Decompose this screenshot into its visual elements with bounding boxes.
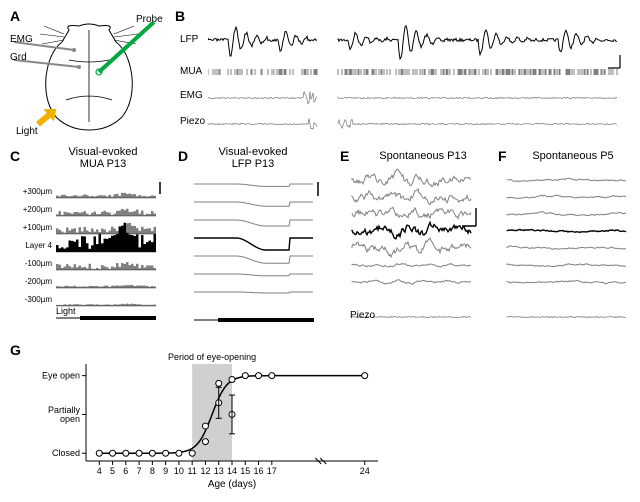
panel-g-svg: Period of eye-openingEye openPartiallyop… (28, 346, 388, 491)
svg-text:Age (days): Age (days) (208, 479, 256, 490)
svg-text:12: 12 (200, 466, 210, 476)
svg-text:+200µm: +200µm (23, 205, 53, 214)
row-lfp: LFP (180, 34, 198, 45)
label-light: Light (16, 126, 38, 137)
svg-text:-300µm: -300µm (25, 295, 53, 304)
label-emg: EMG (10, 34, 33, 45)
svg-text:17: 17 (267, 466, 277, 476)
svg-text:14: 14 (227, 466, 237, 476)
svg-text:4: 4 (97, 466, 102, 476)
figure-root: A EMG Grd Probe Light B LFP MUA EMG Piez… (8, 8, 632, 494)
svg-text:13: 13 (214, 466, 224, 476)
svg-text:+300µm: +300µm (23, 187, 53, 196)
title-e: Spontaneous P13 (358, 150, 488, 162)
panel-e-svg (348, 168, 493, 328)
title-d: Visual-evoked LFP P13 (198, 146, 308, 170)
svg-text:7: 7 (137, 466, 142, 476)
panel-label-g: G (10, 342, 21, 358)
svg-text:24: 24 (360, 466, 370, 476)
piezo-e: Piezo (350, 310, 375, 321)
svg-text:-200µm: -200µm (25, 277, 53, 286)
svg-text:Layer 4: Layer 4 (25, 241, 52, 250)
svg-text:Closed: Closed (52, 448, 80, 458)
svg-text:16: 16 (254, 466, 264, 476)
panel-a-svg (14, 22, 164, 137)
svg-text:-100µm: -100µm (25, 259, 53, 268)
panel-label-d: D (178, 148, 188, 164)
svg-text:8: 8 (150, 466, 155, 476)
row-piezo: Piezo (180, 116, 205, 127)
svg-text:Light: Light (56, 306, 76, 316)
svg-text:11: 11 (188, 466, 197, 476)
panel-c-svg: +300µm +200µm +100µm Layer 4 -100µm -200µm -30… (14, 172, 174, 327)
label-grd: Grd (10, 52, 27, 63)
svg-text:15: 15 (240, 466, 250, 476)
row-emg: EMG (180, 90, 203, 101)
panel-label-b: B (175, 8, 185, 24)
svg-text:+100µm: +100µm (23, 223, 53, 232)
svg-text:5: 5 (110, 466, 115, 476)
svg-text:Period of eye-opening: Period of eye-opening (168, 352, 256, 362)
panel-label-f: F (498, 148, 507, 164)
panel-b-svg (208, 20, 628, 140)
svg-text:Eye open: Eye open (42, 371, 80, 381)
panel-d-svg (188, 172, 328, 327)
svg-text:6: 6 (123, 466, 128, 476)
panel-label-c: C (10, 148, 20, 164)
svg-text:open: open (60, 414, 80, 424)
panel-label-e: E (340, 148, 349, 164)
row-mua: MUA (180, 66, 202, 77)
svg-text:9: 9 (163, 466, 168, 476)
title-c: Visual-evoked MUA P13 (48, 146, 158, 170)
title-f: Spontaneous P5 (513, 150, 633, 162)
svg-text:10: 10 (174, 466, 184, 476)
label-probe: Probe (136, 14, 163, 25)
panel-f-svg (503, 168, 633, 328)
